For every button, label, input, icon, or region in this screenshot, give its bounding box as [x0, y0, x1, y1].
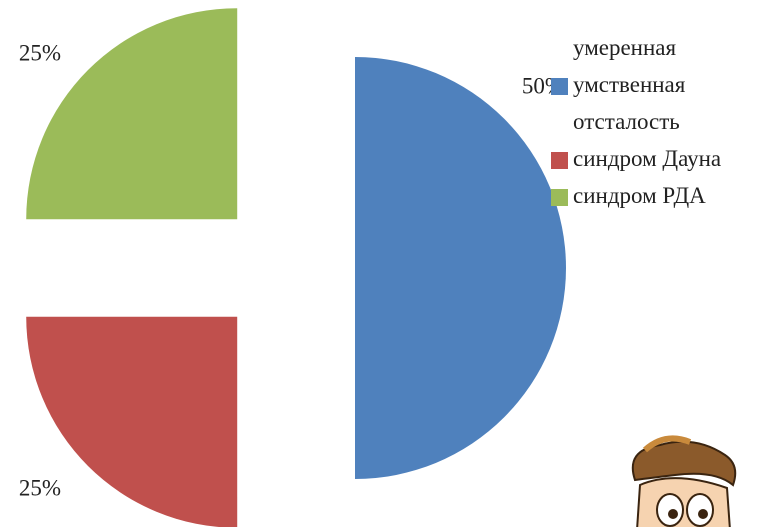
face — [636, 477, 731, 527]
pie-slice — [26, 316, 238, 527]
legend-label: умеренная умственная отсталость — [573, 35, 686, 134]
legend-swatch — [551, 189, 568, 206]
data-label: 25% — [19, 40, 61, 65]
legend-swatch — [551, 78, 568, 95]
data-label: 25% — [19, 475, 61, 500]
hat-stripe — [642, 435, 692, 453]
pupil — [668, 509, 678, 519]
legend-line: отсталость — [573, 109, 680, 134]
pupil — [698, 509, 708, 519]
pie-slice — [355, 57, 566, 479]
pie-slice — [26, 8, 238, 220]
cartoon-character — [631, 435, 737, 527]
legend-line: синдром РДА — [573, 183, 706, 208]
legend-line: синдром Дауна — [573, 146, 721, 171]
legend-line: умственная — [573, 72, 686, 97]
legend: умеренная умственная отсталость синдром Дау… — [551, 35, 721, 208]
legend-swatch — [551, 152, 568, 169]
legend-label: синдром РДА — [573, 183, 706, 208]
pie — [26, 8, 566, 527]
legend-line: умеренная — [573, 35, 676, 60]
legend-label: синдром Дауна — [573, 146, 721, 171]
